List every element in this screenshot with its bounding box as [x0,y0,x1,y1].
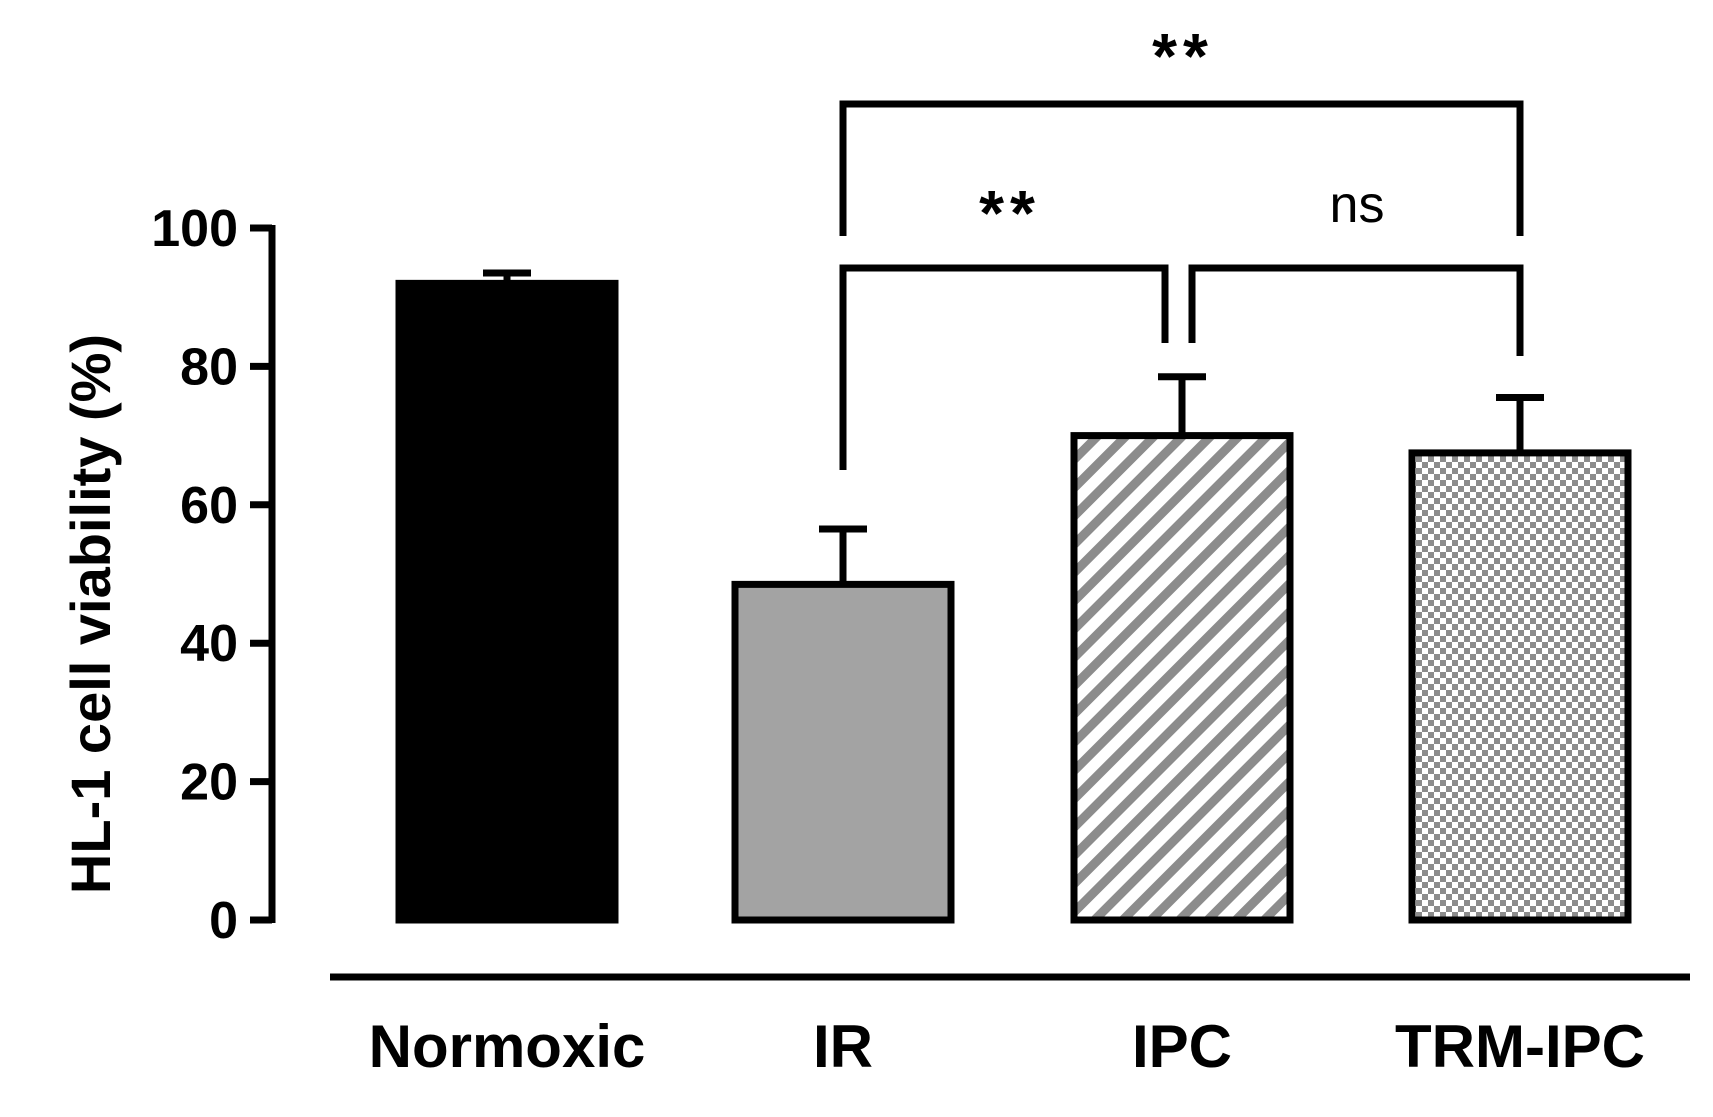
significance-label: ns [1330,176,1385,234]
bracket-line [1188,264,1524,356]
y-axis-label: HL-1 cell viability (%) [59,334,122,894]
category-label-trm-ipc: TRM-IPC [1395,1013,1645,1080]
significance-label: ** [1152,20,1214,92]
error-bar-normoxic [483,269,531,284]
significance-brackets: ** ns ** [839,20,1524,470]
y-tick-label-80: 80 [180,338,238,396]
category-label-ipc: IPC [1132,1013,1232,1080]
significance-bracket-ir-trm-ipc: ** [839,20,1524,236]
bar-ir [731,580,955,924]
y-tick-label-40: 40 [180,615,238,673]
y-tick-marks [250,224,272,924]
bar-ipc [1070,432,1294,924]
significance-bracket-ir-ipc: ** [839,177,1169,470]
error-bar-ipc [1158,373,1206,436]
y-tick-label-20: 20 [180,754,238,812]
category-labels: Normoxic IR IPC TRM-IPC [369,1013,1645,1080]
error-bar-trm-ipc [1496,394,1544,453]
category-label-normoxic: Normoxic [369,1013,646,1080]
bracket-line [839,264,1169,470]
bracket-line [839,100,1524,236]
category-label-ir: IR [813,1013,873,1080]
error-bars [483,269,1544,585]
y-tick-label-60: 60 [180,477,238,535]
y-tick-label-100: 100 [151,200,238,258]
significance-bracket-ipc-trm-ipc: ns [1188,176,1524,356]
significance-label: ** [979,177,1041,249]
y-tick-label-0: 0 [209,892,238,950]
y-tick-labels: 0 20 40 60 80 100 [151,200,238,950]
bars [395,279,1632,924]
error-bar-ir [819,525,867,585]
bar-normoxic [395,279,619,924]
bar-trm-ipc [1408,449,1632,924]
